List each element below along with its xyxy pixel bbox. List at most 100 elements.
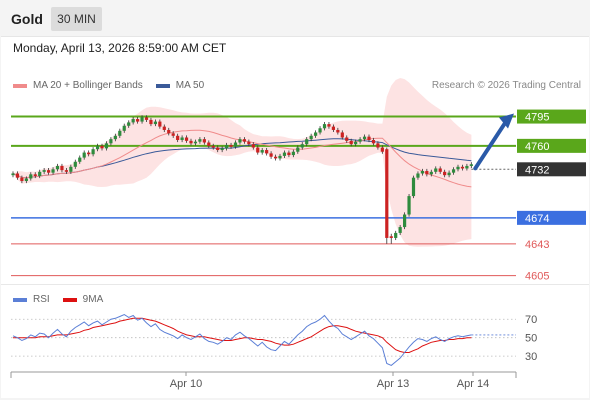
candle-body (38, 171, 42, 176)
time-tick-label: Apr 14 (457, 378, 489, 390)
candle-body (20, 177, 24, 182)
candle-body (434, 168, 438, 172)
candle-body (443, 171, 447, 176)
candle-body (158, 121, 162, 127)
level-box-4760 (517, 138, 586, 153)
candle-body (256, 147, 260, 153)
level-box-4795 (517, 109, 586, 124)
candle-body (47, 170, 51, 173)
bollinger-band (13, 78, 472, 247)
candle-body (136, 119, 140, 122)
ma50-legend-label: MA 50 (175, 80, 205, 91)
candle-body (367, 136, 371, 140)
candle-body (11, 173, 15, 176)
candle-body (420, 170, 424, 174)
candle-body (73, 161, 77, 167)
candle-body (265, 150, 269, 154)
candle-body (273, 156, 278, 159)
candle-body (340, 132, 344, 138)
candle-body (282, 152, 287, 156)
rsi-panel: 70 50 30 (11, 314, 537, 366)
time-axis: Apr 10 Apr 13 Apr 14 (10, 371, 517, 390)
candle-body (180, 137, 184, 140)
level-label-4605: 4605 (525, 271, 549, 283)
candle-body (184, 137, 189, 141)
candle-body (327, 124, 331, 127)
candle-body (389, 236, 393, 238)
candle-body (269, 153, 273, 157)
candle-body (251, 144, 255, 148)
candle-body (362, 136, 367, 140)
candle-body (153, 121, 157, 125)
rsi-line (12, 314, 472, 366)
candle-body (140, 117, 144, 122)
level-label-4732: 4732 (525, 164, 549, 176)
rsi-legend-label: RSI (33, 294, 50, 305)
candle-body (225, 145, 229, 149)
candle-body (469, 164, 473, 166)
candle-body (296, 147, 300, 152)
candle-body (82, 152, 86, 158)
bollinger-band-fill (13, 78, 472, 247)
candle-body (429, 171, 433, 175)
candle-body (60, 165, 64, 171)
candle-body (167, 129, 171, 134)
candle-body (113, 135, 117, 140)
candle-body (416, 173, 420, 178)
candle-body (451, 169, 456, 173)
candle-body (149, 119, 153, 125)
candle-body (247, 141, 251, 145)
panel-separator (1, 284, 589, 285)
candle-body (211, 145, 215, 148)
candle-body (242, 139, 246, 142)
rsi-tick-30: 30 (525, 351, 537, 363)
level-label-4760: 4760 (525, 141, 549, 153)
level-label-4795: 4795 (525, 112, 549, 124)
candle-body (193, 141, 198, 144)
top-bar: Gold 30 MIN (0, 0, 590, 36)
rsi-tick-70: 70 (525, 314, 537, 326)
candle-body (403, 214, 407, 228)
candle-body (331, 126, 335, 130)
candle-body (69, 166, 73, 172)
candle-body (425, 170, 429, 175)
candle-body (171, 133, 175, 136)
candle-body (465, 165, 469, 169)
level-label-4643: 4643 (525, 239, 549, 251)
candle-body (349, 140, 353, 145)
time-tick-label: Apr 13 (377, 378, 409, 390)
timeframe-button[interactable]: 30 MIN (51, 7, 102, 31)
candle-body (305, 139, 309, 145)
level-label-4674: 4674 (525, 213, 549, 225)
price-legend: MA 20 + Bollinger Bands MA 50 (13, 80, 204, 91)
price-levels (11, 115, 516, 277)
candle-body (127, 122, 131, 126)
time-tick-label: Apr 10 (170, 378, 202, 390)
forecast-arrow-shaft (473, 119, 508, 171)
candle-body (371, 140, 376, 144)
rsi-swatch (13, 297, 27, 302)
candle-body (29, 174, 33, 179)
candle-body (51, 169, 55, 173)
candles (11, 115, 473, 244)
candle-body (233, 142, 238, 147)
ma50-swatch (155, 83, 170, 88)
moving-averages (12, 129, 472, 188)
candle-body (42, 170, 46, 172)
rsi-tick-50: 50 (525, 333, 537, 345)
candle-body (460, 166, 465, 169)
research-credit: Research © 2026 Trading Central (431, 80, 581, 91)
candle-body (55, 165, 60, 170)
candle-body (104, 143, 109, 149)
candle-body (64, 170, 68, 172)
bb-legend-label: MA 20 + Bollinger Bands (33, 80, 143, 91)
candle-body (220, 148, 224, 151)
candle-body (238, 139, 242, 143)
candle-body (189, 140, 193, 144)
candle-body (176, 135, 180, 140)
candle-body (118, 130, 122, 136)
candle-body (354, 141, 358, 145)
candle-body (358, 139, 362, 142)
candle-body (95, 145, 100, 150)
